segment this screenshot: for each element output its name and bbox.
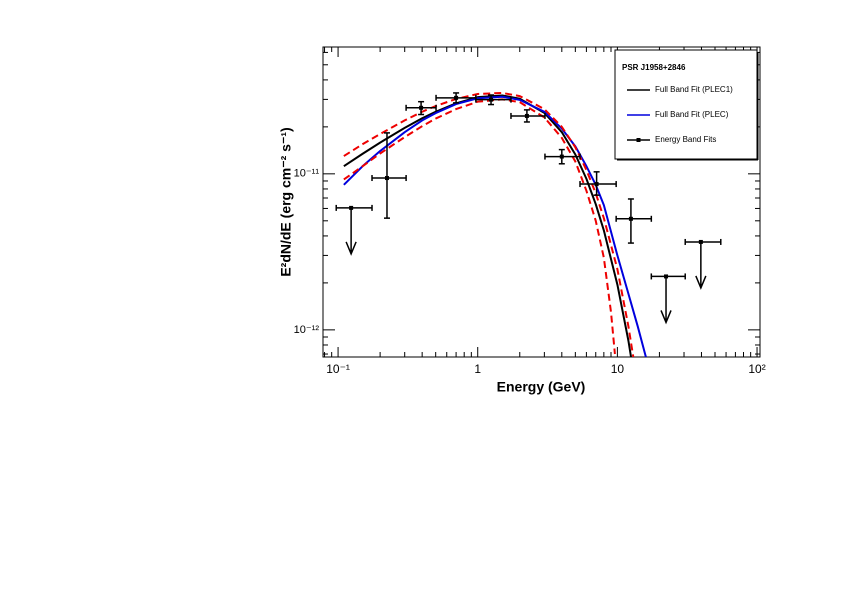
y-tick-label: 10⁻¹² (294, 324, 320, 336)
data-point (454, 95, 459, 100)
fit-curve (343, 95, 647, 357)
upper-limit-arrow (695, 241, 707, 290)
plot-frame (322, 46, 761, 358)
data-point (698, 239, 703, 244)
legend-label: Full Band Fit (PLEC) (655, 110, 729, 119)
x-tick-label: 10 (611, 362, 625, 376)
x-tick-label: 10² (748, 362, 765, 376)
y-tick-label: 10⁻¹¹ (294, 168, 320, 180)
data-point (384, 176, 389, 181)
data-point (349, 205, 354, 210)
x-tick-label: 1 (474, 362, 481, 376)
data-point (524, 113, 529, 118)
data-point (419, 105, 424, 110)
upper-limit-arrow (660, 276, 672, 325)
data-point (664, 274, 669, 279)
legend-swatch-marker (636, 138, 641, 142)
confidence-band (343, 91, 635, 357)
data-point (594, 182, 599, 187)
data-point (489, 97, 494, 102)
legend-label: Full Band Fit (PLEC1) (655, 85, 733, 94)
data-point (628, 216, 633, 221)
data-point (559, 154, 564, 159)
x-axis-title: Energy (GeV) (497, 379, 586, 395)
fit-curve (343, 94, 633, 357)
upper-limit-arrow (345, 207, 357, 256)
x-tick-label: 10⁻¹ (326, 362, 350, 376)
legend-title: PSR J1958+2846 (622, 63, 686, 72)
plot-area (335, 91, 722, 357)
legend-label: Energy Band Fits (655, 135, 716, 144)
y-axis-title: E²dN/dE (erg cm⁻² s⁻¹) (278, 127, 294, 276)
